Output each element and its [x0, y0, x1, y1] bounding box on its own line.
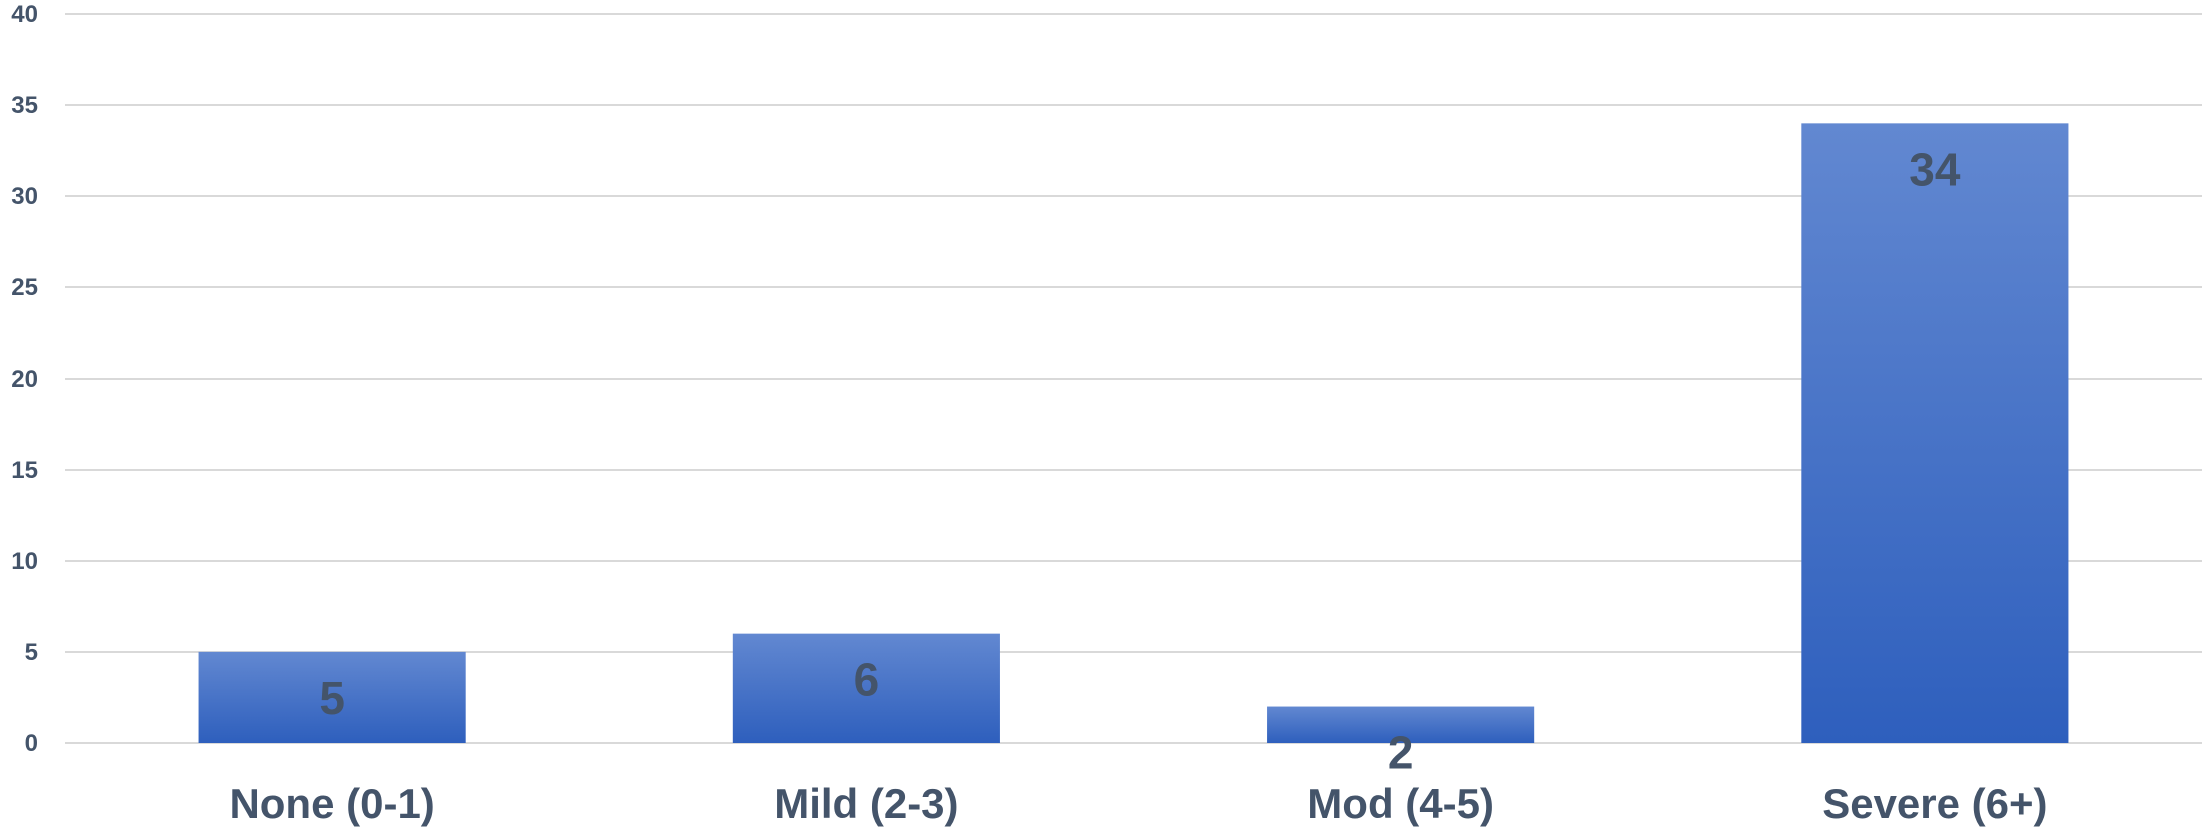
bar-3	[1801, 123, 2069, 744]
data-label: 2	[1388, 727, 1414, 779]
x-category-label: Mild (2-3)	[774, 780, 958, 827]
bar-1	[732, 633, 1000, 743]
y-tick-label: 0	[25, 730, 38, 757]
x-axis-category-labels: None (0-1) Mild (2-3) Mod (4-5) Severe (6+)	[229, 780, 2047, 827]
bar-2	[1267, 706, 1535, 743]
data-labels: 5 6 2 34	[319, 143, 1961, 778]
y-tick-label: 5	[25, 639, 38, 666]
bar-0	[198, 651, 466, 743]
x-category-label: None (0-1)	[229, 780, 434, 827]
y-tick-label: 40	[11, 1, 38, 28]
y-tick-label: 30	[11, 183, 38, 210]
y-tick-label: 35	[11, 92, 38, 119]
y-tick-label: 15	[11, 457, 38, 484]
x-category-label: Mod (4-5)	[1307, 780, 1494, 827]
y-tick-label: 20	[11, 366, 38, 393]
data-label: 34	[1909, 143, 1961, 195]
x-category-label: Severe (6+)	[1822, 780, 2047, 827]
y-tick-label: 10	[11, 548, 38, 575]
y-tick-label: 25	[11, 274, 38, 301]
data-label: 6	[854, 654, 880, 706]
y-axis-tick-labels: 0 5 10 15 20 25 30 35 40	[11, 1, 38, 757]
data-label: 5	[319, 672, 345, 724]
bars	[198, 123, 2069, 744]
